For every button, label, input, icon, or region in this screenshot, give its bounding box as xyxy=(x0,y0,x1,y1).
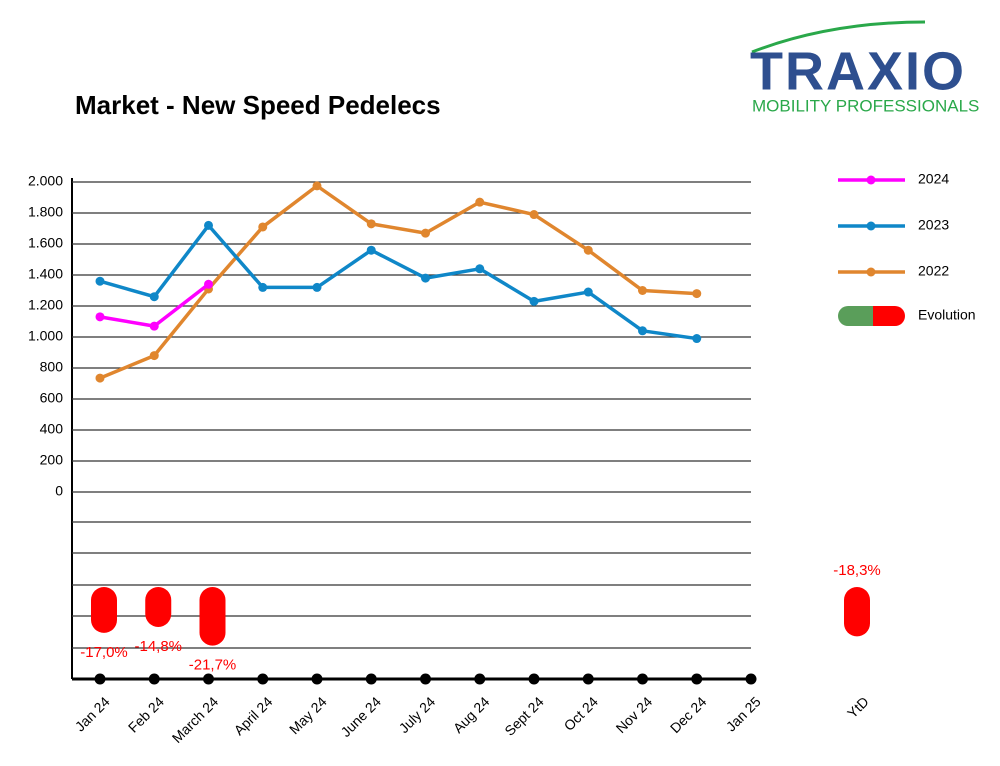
series-point xyxy=(95,373,105,383)
legend-label: 2022 xyxy=(918,263,949,279)
series-point xyxy=(638,286,647,295)
series-point xyxy=(204,279,213,289)
series-line xyxy=(99,223,697,341)
x-tick-dot xyxy=(365,673,377,685)
series-point xyxy=(95,276,105,286)
series-point xyxy=(638,326,647,336)
legend-label: 2023 xyxy=(918,217,949,233)
series-point xyxy=(366,245,376,255)
series-point xyxy=(258,222,268,232)
series-point xyxy=(475,197,485,207)
x-tick-label: Nov 24 xyxy=(613,693,656,736)
legend-label: Evolution xyxy=(918,307,976,323)
x-tick-label: Jan 25 xyxy=(723,693,764,734)
series-point xyxy=(95,312,105,322)
x-tick-dot xyxy=(257,673,269,685)
x-tick-dot xyxy=(94,673,106,685)
x-tick-dot xyxy=(528,673,540,685)
x-tick-dot xyxy=(148,673,160,685)
logo-swoosh xyxy=(751,20,926,54)
y-tick-label: 1.600 xyxy=(28,235,63,251)
series-point xyxy=(258,282,268,292)
y-tick-label: 1.200 xyxy=(28,297,63,313)
x-tick-label: Aug 24 xyxy=(450,693,493,736)
legend-pill-join xyxy=(873,306,885,326)
evolution-pill xyxy=(199,587,226,646)
x-tick-dot xyxy=(745,673,757,685)
series-point xyxy=(366,219,376,229)
series-point xyxy=(529,210,539,220)
x-tick-dot xyxy=(311,673,323,685)
series-point xyxy=(583,287,593,297)
evolution-pill xyxy=(91,587,117,633)
series-line xyxy=(99,184,697,380)
legend-label: 2024 xyxy=(918,171,949,187)
series-point xyxy=(475,264,485,274)
y-tick-label: 600 xyxy=(40,390,64,406)
series-line xyxy=(99,282,210,328)
evolution-pill xyxy=(145,587,172,627)
series-point xyxy=(529,296,539,306)
y-tick-label: 0 xyxy=(55,483,63,499)
y-tick-label: 800 xyxy=(40,359,64,375)
y-tick-label: 400 xyxy=(40,421,64,437)
evolution-label: -14,8% xyxy=(134,638,182,655)
evolution-pill xyxy=(844,587,870,637)
x-tick-dot xyxy=(474,673,486,685)
x-tick-label: June 24 xyxy=(337,693,384,740)
x-tick-dot xyxy=(420,673,431,685)
series-point xyxy=(421,273,430,283)
y-tick-label: 2.000 xyxy=(28,173,63,189)
x-tick-label: March 24 xyxy=(169,693,222,746)
series-point xyxy=(149,321,159,331)
series-point xyxy=(312,282,322,292)
x-tick-label: July 24 xyxy=(396,693,439,736)
x-tick-label: Oct 24 xyxy=(561,693,602,734)
y-tick-label: 1.400 xyxy=(28,266,63,282)
y-tick-label: 1.800 xyxy=(28,204,63,220)
x-tick-label: Feb 24 xyxy=(125,693,167,735)
series-point xyxy=(149,351,159,361)
y-tick-label: 1.000 xyxy=(28,328,63,344)
series-point xyxy=(421,228,430,238)
x-tick-label: Sept 24 xyxy=(501,693,547,739)
series-point xyxy=(583,245,593,255)
x-tick-label: Dec 24 xyxy=(667,693,710,736)
legend-dot xyxy=(866,267,876,277)
x-tick-label: Jan 24 xyxy=(72,693,113,734)
series-point xyxy=(312,181,322,191)
x-tick-label: April 24 xyxy=(231,693,276,738)
ytd-label: -18,3% xyxy=(833,562,881,579)
series-point xyxy=(692,334,702,344)
x-tick-dot xyxy=(203,673,214,685)
legend-dot xyxy=(866,221,876,231)
ytd-category: YtD xyxy=(844,693,872,721)
x-tick-label: May 24 xyxy=(286,693,330,737)
chart-title: Market - New Speed Pedelecs xyxy=(75,90,441,120)
evolution-label: -17,0% xyxy=(80,644,128,661)
y-tick-label: 200 xyxy=(40,452,64,468)
x-tick-dot xyxy=(691,673,703,685)
evolution-label: -21,7% xyxy=(189,657,237,674)
x-tick-dot xyxy=(582,673,594,685)
series-point xyxy=(204,220,213,230)
legend-dot xyxy=(866,175,876,185)
x-tick-dot xyxy=(637,673,648,685)
logo-tagline: MOBILITY PROFESSIONALS xyxy=(752,96,979,115)
logo-name: TRAXIO xyxy=(750,41,966,101)
series-point xyxy=(692,289,702,299)
series-point xyxy=(149,292,159,302)
lower-grid xyxy=(72,521,751,649)
